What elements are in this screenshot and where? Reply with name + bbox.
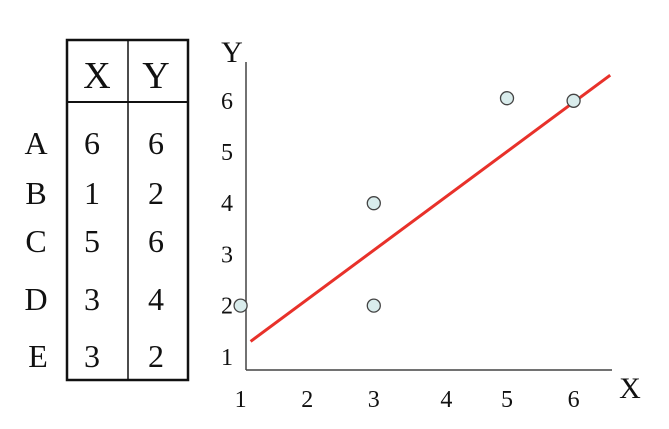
table-row: B 1 2	[25, 175, 164, 211]
cell-y: 6	[148, 223, 164, 259]
table-row: D 3 4	[24, 281, 164, 317]
y-tick-label: 3	[221, 242, 233, 268]
row-label: D	[24, 281, 47, 317]
y-axis-title: Y	[221, 36, 243, 69]
y-tick-labels: 1 2 3 4 5 6	[221, 89, 233, 371]
x-tick-label: 2	[301, 387, 313, 413]
scatter-point	[499, 91, 515, 106]
cell-y: 2	[148, 175, 164, 211]
scatter-point	[566, 93, 581, 108]
y-tick-label: 1	[221, 345, 233, 371]
scatter-point	[366, 298, 381, 313]
table-row: E 3 2	[28, 338, 164, 374]
y-tick-label: 6	[221, 89, 233, 115]
table-header-y: Y	[142, 55, 169, 97]
y-tick-label: 4	[221, 191, 233, 217]
cell-y: 6	[148, 125, 164, 161]
scatter-point	[233, 298, 248, 313]
x-tick-label: 3	[368, 387, 380, 413]
table-row: A 6 6	[24, 125, 164, 161]
table-header-x: X	[83, 55, 110, 97]
regression-line-group	[249, 73, 612, 343]
regression-line	[249, 73, 612, 343]
x-tick-labels: 1 2 3 4 5 6	[235, 387, 580, 413]
row-label: B	[25, 175, 46, 211]
x-tick-label: 4	[440, 387, 452, 413]
row-label: A	[24, 125, 47, 161]
x-tick-label: 5	[501, 387, 513, 413]
cell-x: 3	[84, 338, 100, 374]
data-points	[233, 91, 581, 313]
row-label: C	[25, 223, 46, 259]
x-tick-label: 1	[235, 387, 247, 413]
cell-y: 4	[148, 281, 164, 317]
cell-x: 3	[84, 281, 100, 317]
scatter-point	[366, 196, 381, 211]
x-tick-label: 6	[568, 387, 580, 413]
data-table: X Y A 6 6 B 1 2 C 5 6 D 3 4 E 3 2	[24, 38, 190, 382]
table-row: C 5 6	[25, 223, 164, 259]
scatter-plot: Y X 1 2 3 4 5 6 1 2 3 4 5 6	[221, 36, 641, 413]
y-tick-label: 5	[221, 140, 233, 166]
x-axis-title: X	[619, 372, 641, 405]
cell-y: 2	[148, 338, 164, 374]
y-tick-label: 2	[221, 294, 233, 320]
cell-x: 1	[84, 175, 100, 211]
cell-x: 6	[84, 125, 100, 161]
cell-x: 5	[84, 223, 100, 259]
row-label: E	[28, 338, 48, 374]
